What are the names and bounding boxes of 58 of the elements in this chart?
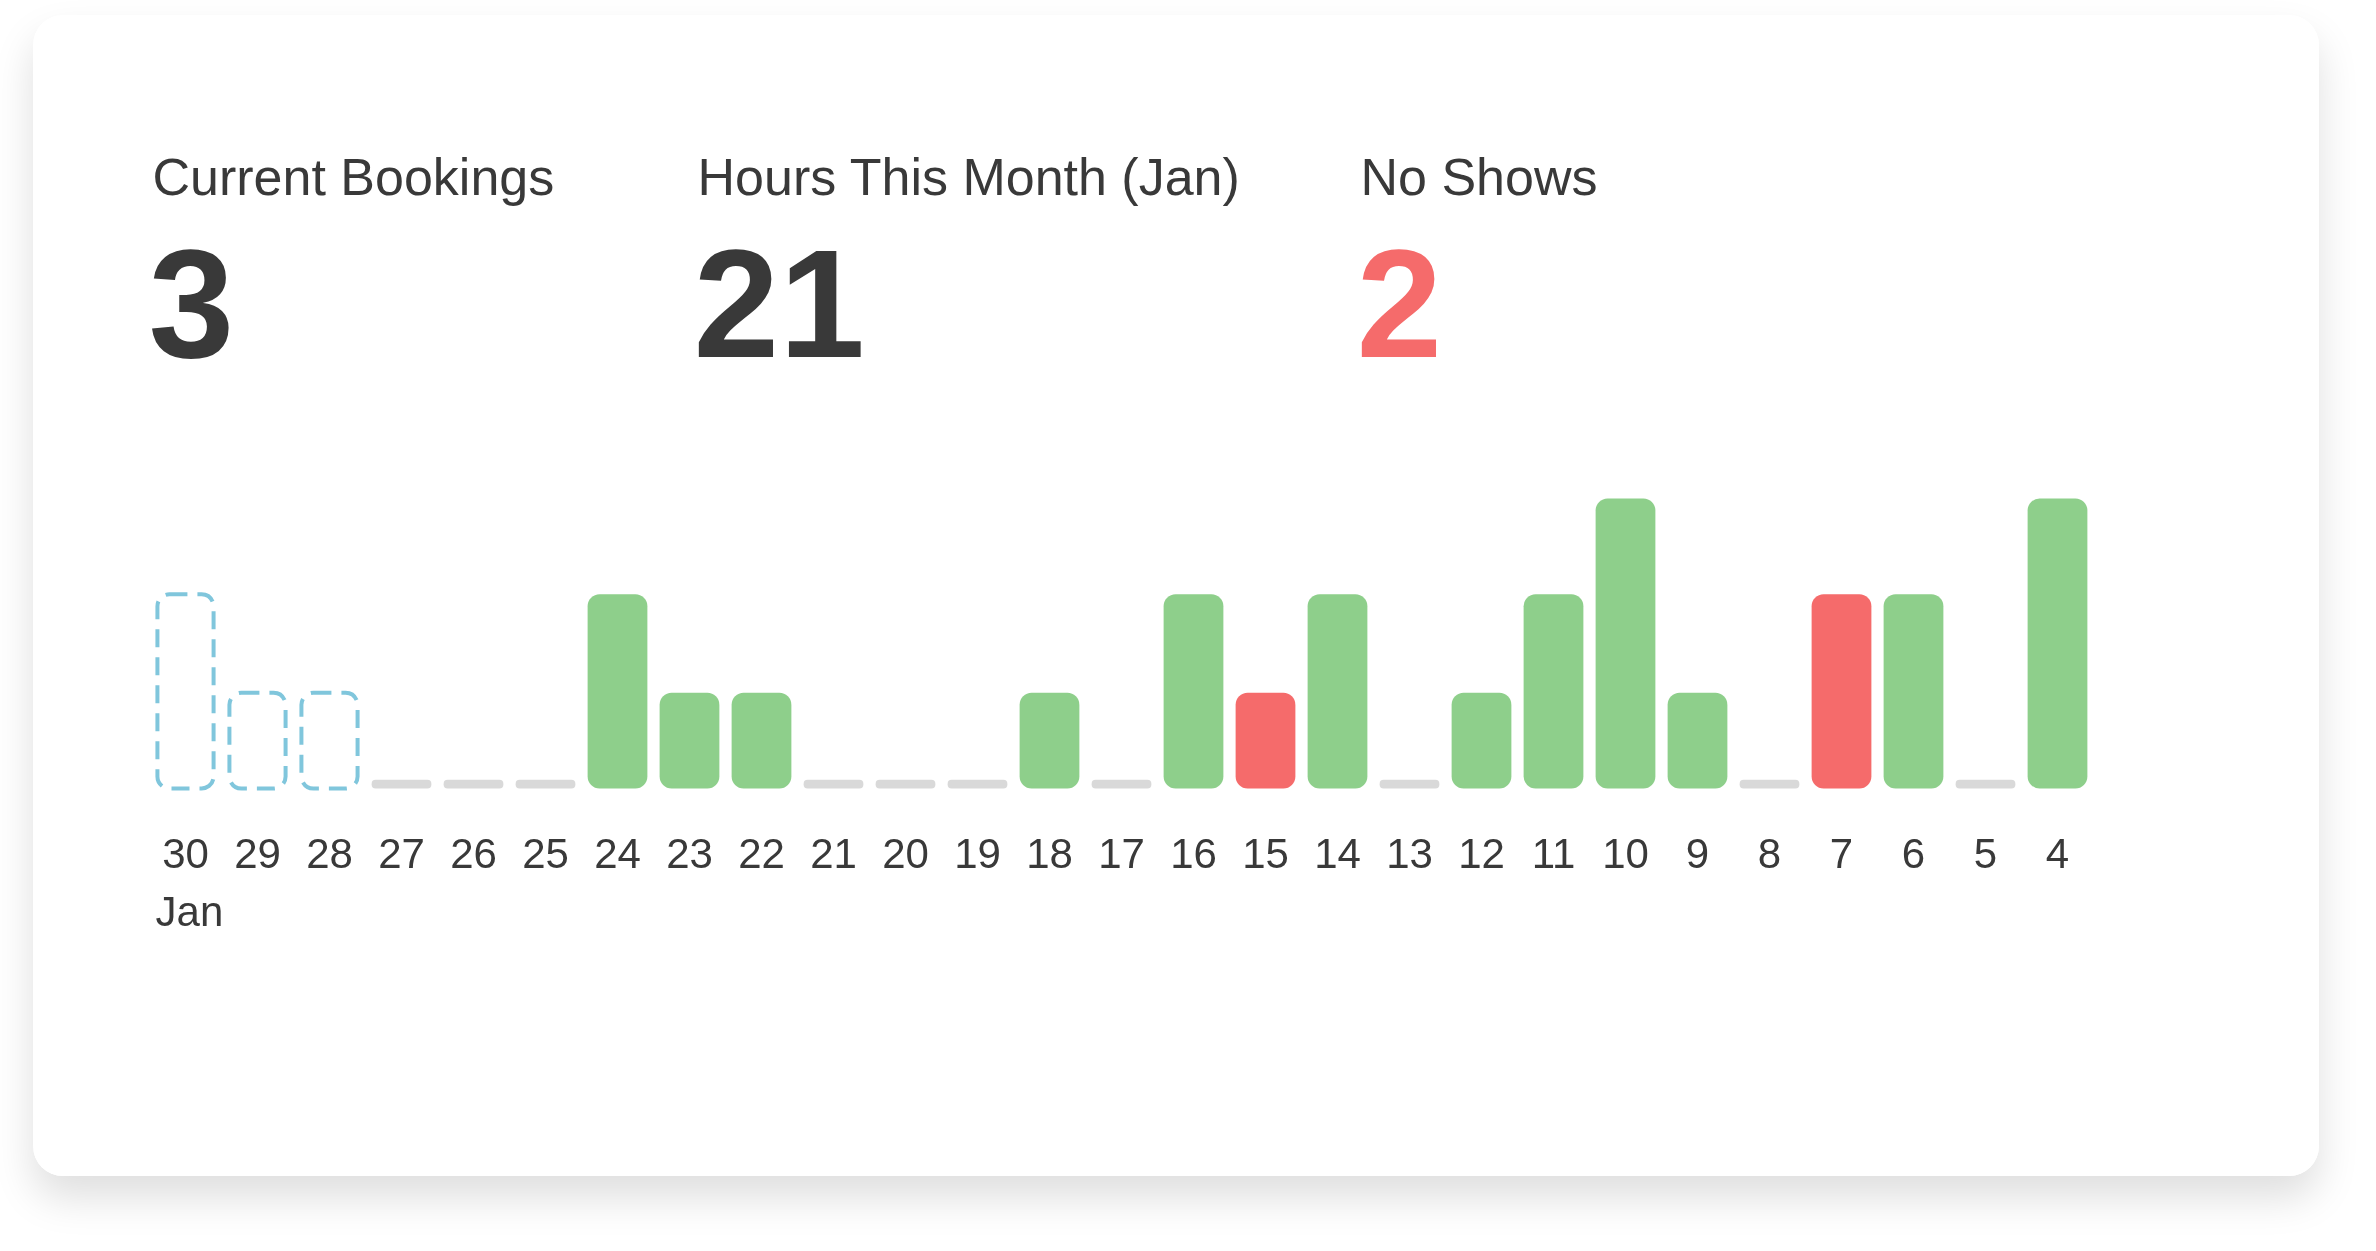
x-tick-label: 20 (882, 830, 929, 877)
x-tick-label: 15 (1242, 830, 1289, 877)
x-tick-label: 11 (1531, 830, 1576, 877)
x-tick-label: 9 (1685, 830, 1710, 877)
x-tick-label: 5 (1973, 830, 1998, 877)
text: 21 (693, 218, 865, 390)
text: Hours This Month (Jan) (697, 147, 1240, 206)
x-tick-label: 19 (954, 830, 1001, 877)
x-tick-label: 26 (450, 830, 497, 877)
bar (1595, 498, 1656, 789)
bar (1091, 779, 1152, 789)
bar (587, 594, 648, 789)
x-tick-label: 24 (594, 830, 641, 877)
x-axis-title: Jan (155, 888, 224, 935)
x-tick-label: 13 (1386, 830, 1433, 877)
text: No Shows (1360, 147, 1598, 206)
bar (1883, 594, 1944, 789)
bar (1739, 779, 1800, 789)
bar (1379, 779, 1440, 789)
bar (1451, 692, 1512, 789)
x-tick-label: 4 (2045, 830, 2070, 877)
x-tick-label: 8 (1757, 830, 1782, 877)
x-tick-label: 16 (1170, 830, 1217, 877)
text: 2 (1356, 218, 1443, 390)
bar (1019, 692, 1080, 789)
bar (1667, 692, 1728, 789)
x-tick-label: 23 (666, 830, 713, 877)
text: Current Bookings (152, 147, 555, 206)
bar (947, 779, 1008, 789)
bar (1811, 594, 1872, 789)
bar (1955, 779, 2016, 789)
bar (731, 692, 792, 789)
text: 3 (148, 218, 235, 390)
x-tick-label: 25 (522, 830, 569, 877)
x-tick-label: 10 (1602, 830, 1649, 877)
x-tick-label: 29 (234, 830, 281, 877)
x-tick-label: 14 (1314, 830, 1361, 877)
bar (1163, 594, 1224, 789)
x-tick-label: 18 (1026, 830, 1073, 877)
bar (515, 779, 576, 789)
bar (2027, 498, 2088, 789)
bar (371, 779, 432, 789)
x-tick-label: 7 (1829, 830, 1854, 877)
x-tick-label: 27 (378, 830, 425, 877)
bar (875, 779, 936, 789)
bar (659, 692, 720, 789)
bar (1307, 594, 1368, 789)
x-tick-label: 17 (1098, 830, 1145, 877)
x-tick-label: 6 (1901, 830, 1926, 877)
x-tick-label: 12 (1458, 830, 1505, 877)
x-tick-label: 30 (162, 830, 209, 877)
x-tick-label: 28 (306, 830, 353, 877)
bar (803, 779, 864, 789)
bar (443, 779, 504, 789)
bar (1523, 594, 1584, 789)
bar (1235, 692, 1296, 789)
x-tick-label: 22 (738, 830, 785, 877)
x-tick-label: 21 (810, 830, 857, 877)
